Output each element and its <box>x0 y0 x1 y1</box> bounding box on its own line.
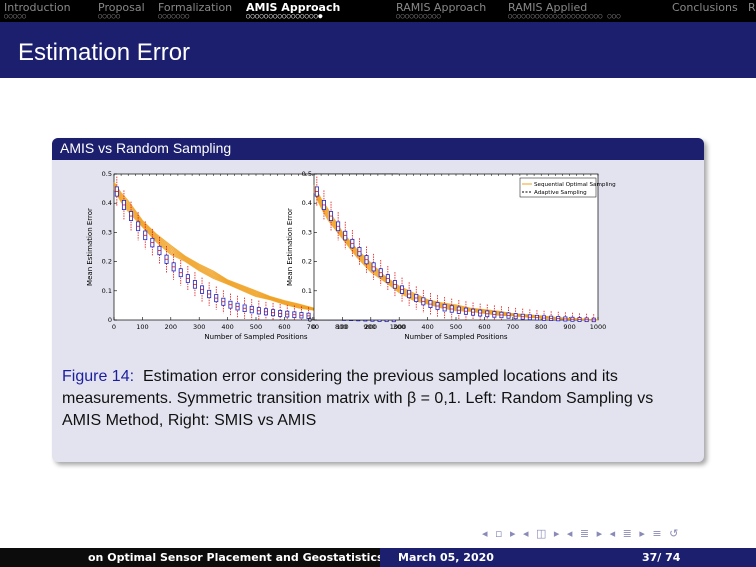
footer-date: March 05, 2020 <box>398 551 494 564</box>
x-tick-label: 300 <box>193 323 205 331</box>
caption-label: Figure 14: <box>62 368 135 385</box>
x-tick-label: 600 <box>478 323 490 331</box>
y-axis-label: Mean Estimation Error <box>286 208 294 286</box>
footer-left: on Optimal Sensor Placement and Geostati… <box>0 548 384 567</box>
nav-dots-formalization[interactable]: ○○○○○○○ <box>158 12 190 20</box>
footer-right: March 05, 2020 37/ 74 <box>380 548 756 567</box>
x-tick-label: 700 <box>307 323 319 331</box>
nav-dots-ramis-applied[interactable]: ○○○○○○○○○○○○○○○○○○○○○ ○○○ <box>508 12 621 20</box>
nav-section-introduction[interactable]: Introduction <box>4 1 71 14</box>
chart-panel-2: 0 100 200 300 400 500 600 700 800 900 1000 0 0.1 0.2 0… <box>286 170 616 341</box>
nav-dots-proposal[interactable]: ○○○○○ <box>98 12 121 20</box>
x-tick-label: 900 <box>363 323 375 331</box>
y-tick-label: 0 <box>308 316 312 324</box>
x-tick-label: 600 <box>278 323 290 331</box>
x-tick-label: 200 <box>165 323 177 331</box>
legend-box <box>519 177 597 198</box>
nav-section-ramis-applied[interactable]: RAMIS Applied <box>508 1 588 14</box>
legend-label: Sequential Optimal Sampling <box>534 182 616 188</box>
x-tick-label: 700 <box>507 323 519 331</box>
x-tick-label: 0 <box>112 323 116 331</box>
x-tick-label: 500 <box>250 323 262 331</box>
y-tick-label: 0 <box>108 316 112 324</box>
footer-page-number: 37/ 74 <box>642 551 681 564</box>
block-title: AMIS vs Random Sampling <box>60 140 232 156</box>
y-tick-label: 0.2 <box>302 258 312 266</box>
section-navigation-bar: Introduction ○○○○○ Proposal ○○○○○ Formal… <box>0 0 756 22</box>
nav-section-references[interactable]: R <box>748 1 756 14</box>
beamer-navigation-symbols[interactable]: ◂ ▫ ▸ ◂ ◫ ▸ ◂ ≣ ▸ ◂ ≣ ▸ ≡ ↺ <box>482 527 681 540</box>
y-tick-label: 0.1 <box>302 287 312 295</box>
x-tick-label: 100 <box>336 323 348 331</box>
nav-section-proposal[interactable]: Proposal <box>98 1 145 14</box>
legend-label: Adaptive Sampling <box>534 190 587 196</box>
x-tick-label: 900 <box>563 323 575 331</box>
nav-dots-amis-approach[interactable]: ○○○○○○○○○○○○○○○○● <box>246 12 323 20</box>
y-tick-label: 0.2 <box>102 258 112 266</box>
x-tick-label: 500 <box>450 323 462 331</box>
caption-text: Estimation error considering the previou… <box>62 368 654 429</box>
block-header: AMIS vs Random Sampling <box>52 138 704 160</box>
y-axis-label: Mean Estimation Error <box>86 208 94 286</box>
x-tick-label: 1000 <box>390 323 407 331</box>
y-tick-label: 0.3 <box>302 228 312 236</box>
x-tick-label: 1000 <box>590 323 607 331</box>
x-tick-label: 200 <box>365 323 377 331</box>
x-tick-label: 0 <box>312 323 316 331</box>
x-axis-label: Number of Sampled Positions <box>204 333 307 341</box>
y-tick-label: 0.5 <box>302 170 312 178</box>
nav-dots-ramis-approach[interactable]: ○○○○○○○○○○ <box>396 12 442 20</box>
slide-title: Estimation Error <box>18 39 191 66</box>
nav-dots-introduction[interactable]: ○○○○○ <box>4 12 27 20</box>
x-tick-label: 400 <box>421 323 433 331</box>
y-tick-label: 0.5 <box>102 170 112 178</box>
x-tick-label: 300 <box>393 323 405 331</box>
x-axis-label: Number of Sampled Positions <box>404 333 507 341</box>
y-tick-label: 0.1 <box>102 287 112 295</box>
x-tick-label: 100 <box>136 323 148 331</box>
x-tick-label: 400 <box>221 323 233 331</box>
y-tick-label: 0.4 <box>302 199 312 207</box>
y-tick-label: 0.4 <box>102 199 112 207</box>
figure-caption: Figure 14: Estimation error considering … <box>62 366 692 432</box>
nav-section-amis-approach[interactable]: AMIS Approach <box>246 1 341 14</box>
nav-section-conclusions[interactable]: Conclusions <box>672 1 738 14</box>
estimation-error-charts: 0 100 200 300 400 500 600 700 800 900 100000.10.20… <box>86 170 616 341</box>
slide-title-bar <box>0 22 756 78</box>
footer-title: on Optimal Sensor Placement and Geostati… <box>88 551 384 564</box>
x-tick-label: 800 <box>535 323 547 331</box>
plot-area <box>313 173 599 321</box>
nav-section-formalization[interactable]: Formalization <box>158 1 233 14</box>
series-line-sequential-optimal-sampling <box>313 184 599 321</box>
y-tick-label: 0.3 <box>102 228 112 236</box>
x-tick-label: 800 <box>335 323 347 331</box>
nav-section-ramis-approach[interactable]: RAMIS Approach <box>396 1 487 14</box>
footer-bar: on Optimal Sensor Placement and Geostati… <box>0 548 756 567</box>
